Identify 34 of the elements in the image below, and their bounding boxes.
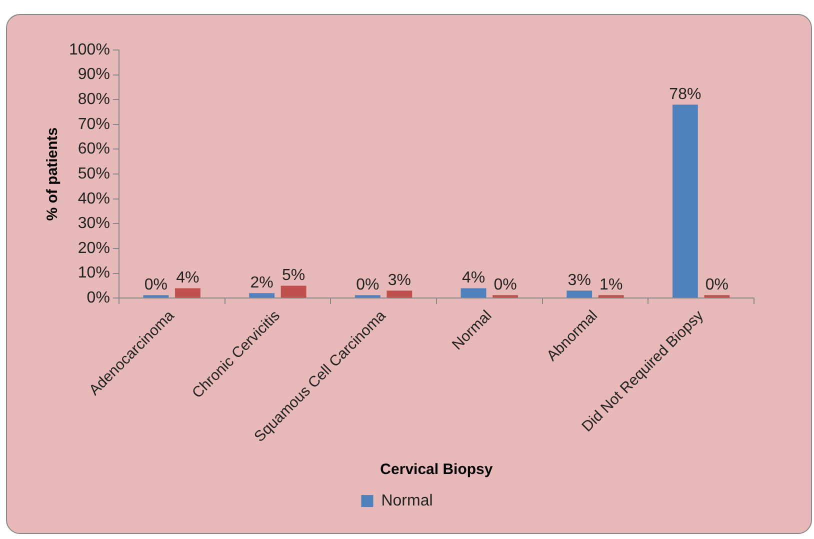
y-tick-label: 40% xyxy=(78,190,110,208)
data-label: 0% xyxy=(705,276,729,294)
y-tick-label: 0% xyxy=(86,290,110,307)
data-label: 0% xyxy=(144,276,168,294)
y-tick-label: 100% xyxy=(69,41,110,58)
y-tick-label: 30% xyxy=(78,215,110,232)
y-tick-label: 50% xyxy=(78,165,110,182)
y-tick-label: 10% xyxy=(78,264,110,282)
bar xyxy=(386,290,412,298)
data-label: 78% xyxy=(669,86,702,103)
data-label: 4% xyxy=(462,270,486,287)
bar xyxy=(175,288,200,298)
y-axis-title: % of patients xyxy=(44,127,62,221)
bar xyxy=(280,286,306,298)
y-tick-label: 60% xyxy=(78,140,110,158)
data-label: 0% xyxy=(356,276,380,294)
data-label: 3% xyxy=(568,272,591,290)
data-label: 0% xyxy=(494,276,517,294)
data-label: 4% xyxy=(176,270,200,287)
bar xyxy=(249,293,275,298)
data-label: 5% xyxy=(282,267,306,284)
y-tick-label: 70% xyxy=(78,116,110,133)
data-label: 2% xyxy=(250,274,274,292)
y-tick-label: 90% xyxy=(78,66,110,84)
x-axis-title: Cervical Biopsy xyxy=(380,461,494,478)
data-label: 1% xyxy=(600,276,623,294)
bar xyxy=(598,295,624,298)
y-tick-label: 80% xyxy=(78,91,110,108)
bar xyxy=(460,288,486,298)
bar xyxy=(566,290,592,298)
y-tick-label: 20% xyxy=(78,240,110,257)
data-label: 3% xyxy=(388,272,411,290)
legend-label: Normal xyxy=(381,492,433,510)
bar xyxy=(672,104,698,298)
